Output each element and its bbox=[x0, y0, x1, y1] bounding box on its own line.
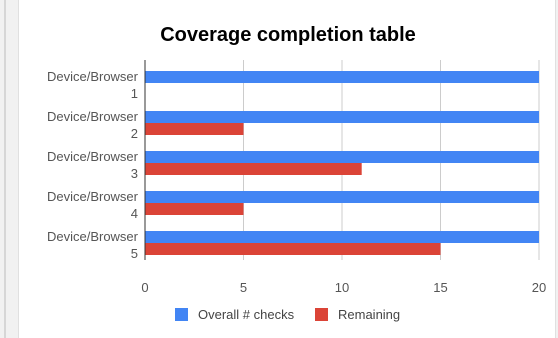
category-label-index: 3 bbox=[131, 166, 138, 181]
category-label-index: 4 bbox=[131, 206, 138, 221]
category-label-index: 5 bbox=[131, 246, 138, 261]
category-label: Device/Browser bbox=[47, 109, 139, 124]
category-labels: Device/Browser 1 Device/Browser 2 Device/Bro… bbox=[47, 69, 139, 261]
bar-overall-checks bbox=[145, 151, 539, 163]
category-label-index: 2 bbox=[131, 126, 138, 141]
legend: Overall # checks Remaining bbox=[175, 307, 400, 322]
bar-overall-checks bbox=[145, 231, 539, 243]
bar-remaining bbox=[145, 123, 244, 135]
x-tick-label: 15 bbox=[433, 280, 447, 295]
bar-overall-checks bbox=[145, 111, 539, 123]
x-tick-label: 10 bbox=[335, 280, 349, 295]
category-label: Device/Browser bbox=[47, 69, 139, 84]
bar-remaining bbox=[145, 163, 362, 175]
category-label-index: 1 bbox=[131, 86, 138, 101]
legend-swatch bbox=[175, 308, 188, 321]
x-tick-label: 20 bbox=[532, 280, 546, 295]
bar-remaining bbox=[145, 203, 244, 215]
legend-label: Overall # checks bbox=[198, 307, 295, 322]
x-tick-labels: 0 5 10 15 20 bbox=[141, 280, 546, 295]
category-label: Device/Browser bbox=[47, 189, 139, 204]
legend-label: Remaining bbox=[338, 307, 400, 322]
bar-overall-checks bbox=[145, 191, 539, 203]
x-tick-label: 5 bbox=[240, 280, 247, 295]
bars bbox=[145, 71, 539, 255]
x-tick-label: 0 bbox=[141, 280, 148, 295]
left-panel-edge bbox=[4, 0, 6, 338]
category-label: Device/Browser bbox=[47, 149, 139, 164]
chart-title: Coverage completion table bbox=[160, 24, 416, 46]
bar-overall-checks bbox=[145, 71, 539, 83]
legend-swatch bbox=[315, 308, 328, 321]
bar-remaining bbox=[145, 243, 441, 255]
category-label: Device/Browser bbox=[47, 229, 139, 244]
